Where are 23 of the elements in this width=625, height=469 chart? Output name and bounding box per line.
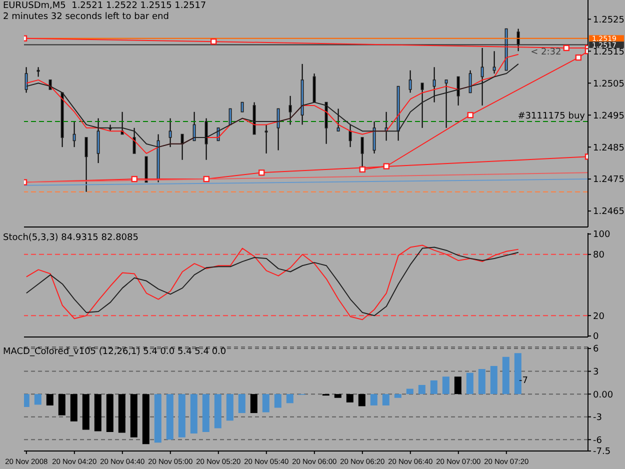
y-tick-label: 80 [593, 250, 605, 261]
text: 2 minutes 32 seconds left to bar end [3, 12, 170, 23]
annotation: < 2:32 [530, 47, 562, 58]
y-tick-label: 1.2515 [593, 47, 624, 58]
chart-title: Stoch(5,3,3) 84.9315 82.8085 [3, 233, 138, 244]
chart-title: EURUSDm,M5 1.2521 1.2522 1.2515 1.2517 [3, 1, 206, 12]
chart-title: MACD_Colored_v105 (12,26,1) 5.4 0.0 5.4 5.4 0.0 [3, 347, 226, 358]
y-tick-label: 3 [593, 367, 599, 378]
y-tick-label: 1.2465 [593, 207, 624, 218]
y-tick-label: 0.00 [593, 390, 614, 400]
y-tick-label: 0 [593, 332, 599, 342]
y-tick-label: 1.2505 [593, 79, 624, 90]
y-tick-label: 1.2525 [593, 15, 624, 26]
y-tick-label: -7.5 [593, 447, 611, 458]
y-tick-label: 1.2495 [593, 111, 624, 122]
ref-line-label: #3111175 buy [518, 111, 586, 122]
y-tick-label: 100 [593, 230, 610, 240]
y-tick-label: 1.2485 [593, 143, 624, 154]
y-tick-label: 6 [593, 344, 599, 355]
y-tick-label: -6 [593, 436, 602, 446]
y-tick-label: -3 [593, 413, 602, 424]
y-tick-label: 1.2475 [593, 175, 624, 186]
y-tick-label: 20 [593, 312, 605, 322]
